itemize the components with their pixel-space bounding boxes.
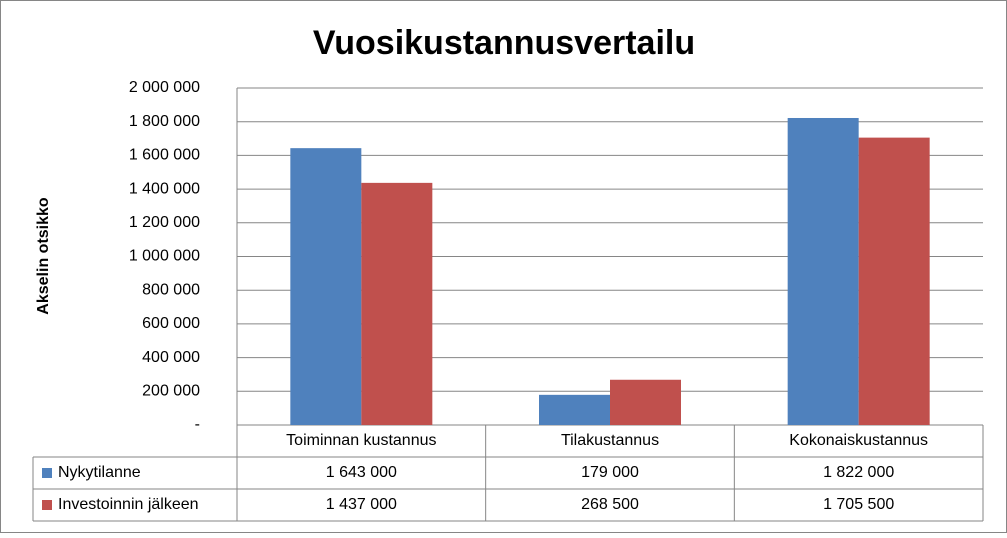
legend-key — [42, 500, 52, 510]
x-tick-label: Kokonaiskustannus — [789, 432, 928, 449]
x-tick-label: Tilakustannus — [561, 432, 659, 449]
chart-title: Vuosikustannusvertailu — [313, 24, 695, 62]
y-tick-label: 200 000 — [142, 383, 200, 400]
table-value: 1 643 000 — [326, 464, 397, 481]
bar — [858, 137, 930, 426]
bar — [361, 182, 433, 425]
y-tick-label: 1 800 000 — [129, 113, 200, 130]
legend-label: Investoinnin jälkeen — [58, 496, 199, 513]
legend-label: Nykytilanne — [58, 464, 141, 481]
bar — [539, 394, 610, 425]
y-tick-label: 400 000 — [142, 349, 200, 366]
legend-key — [42, 468, 52, 478]
x-tick-label: Toiminnan kustannus — [286, 432, 436, 449]
bar — [610, 379, 681, 425]
y-tick-label: - — [195, 416, 200, 433]
y-tick-label: 600 000 — [142, 315, 200, 332]
table-value: 268 500 — [581, 496, 639, 513]
y-tick-label: 1 200 000 — [129, 214, 200, 231]
y-tick-label: 800 000 — [142, 281, 200, 298]
table-value: 1 705 500 — [823, 496, 894, 513]
bar — [290, 148, 362, 426]
table-value: 1 437 000 — [326, 496, 397, 513]
y-tick-label: 1 000 000 — [129, 248, 200, 265]
table-value: 179 000 — [581, 464, 639, 481]
y-tick-label: 1 400 000 — [129, 180, 200, 197]
y-tick-label: 1 600 000 — [129, 147, 200, 164]
bar — [787, 117, 859, 426]
y-tick-label: 2 000 000 — [129, 79, 200, 96]
y-axis-title: Akselin otsikko — [35, 197, 52, 315]
table-value: 1 822 000 — [823, 464, 894, 481]
